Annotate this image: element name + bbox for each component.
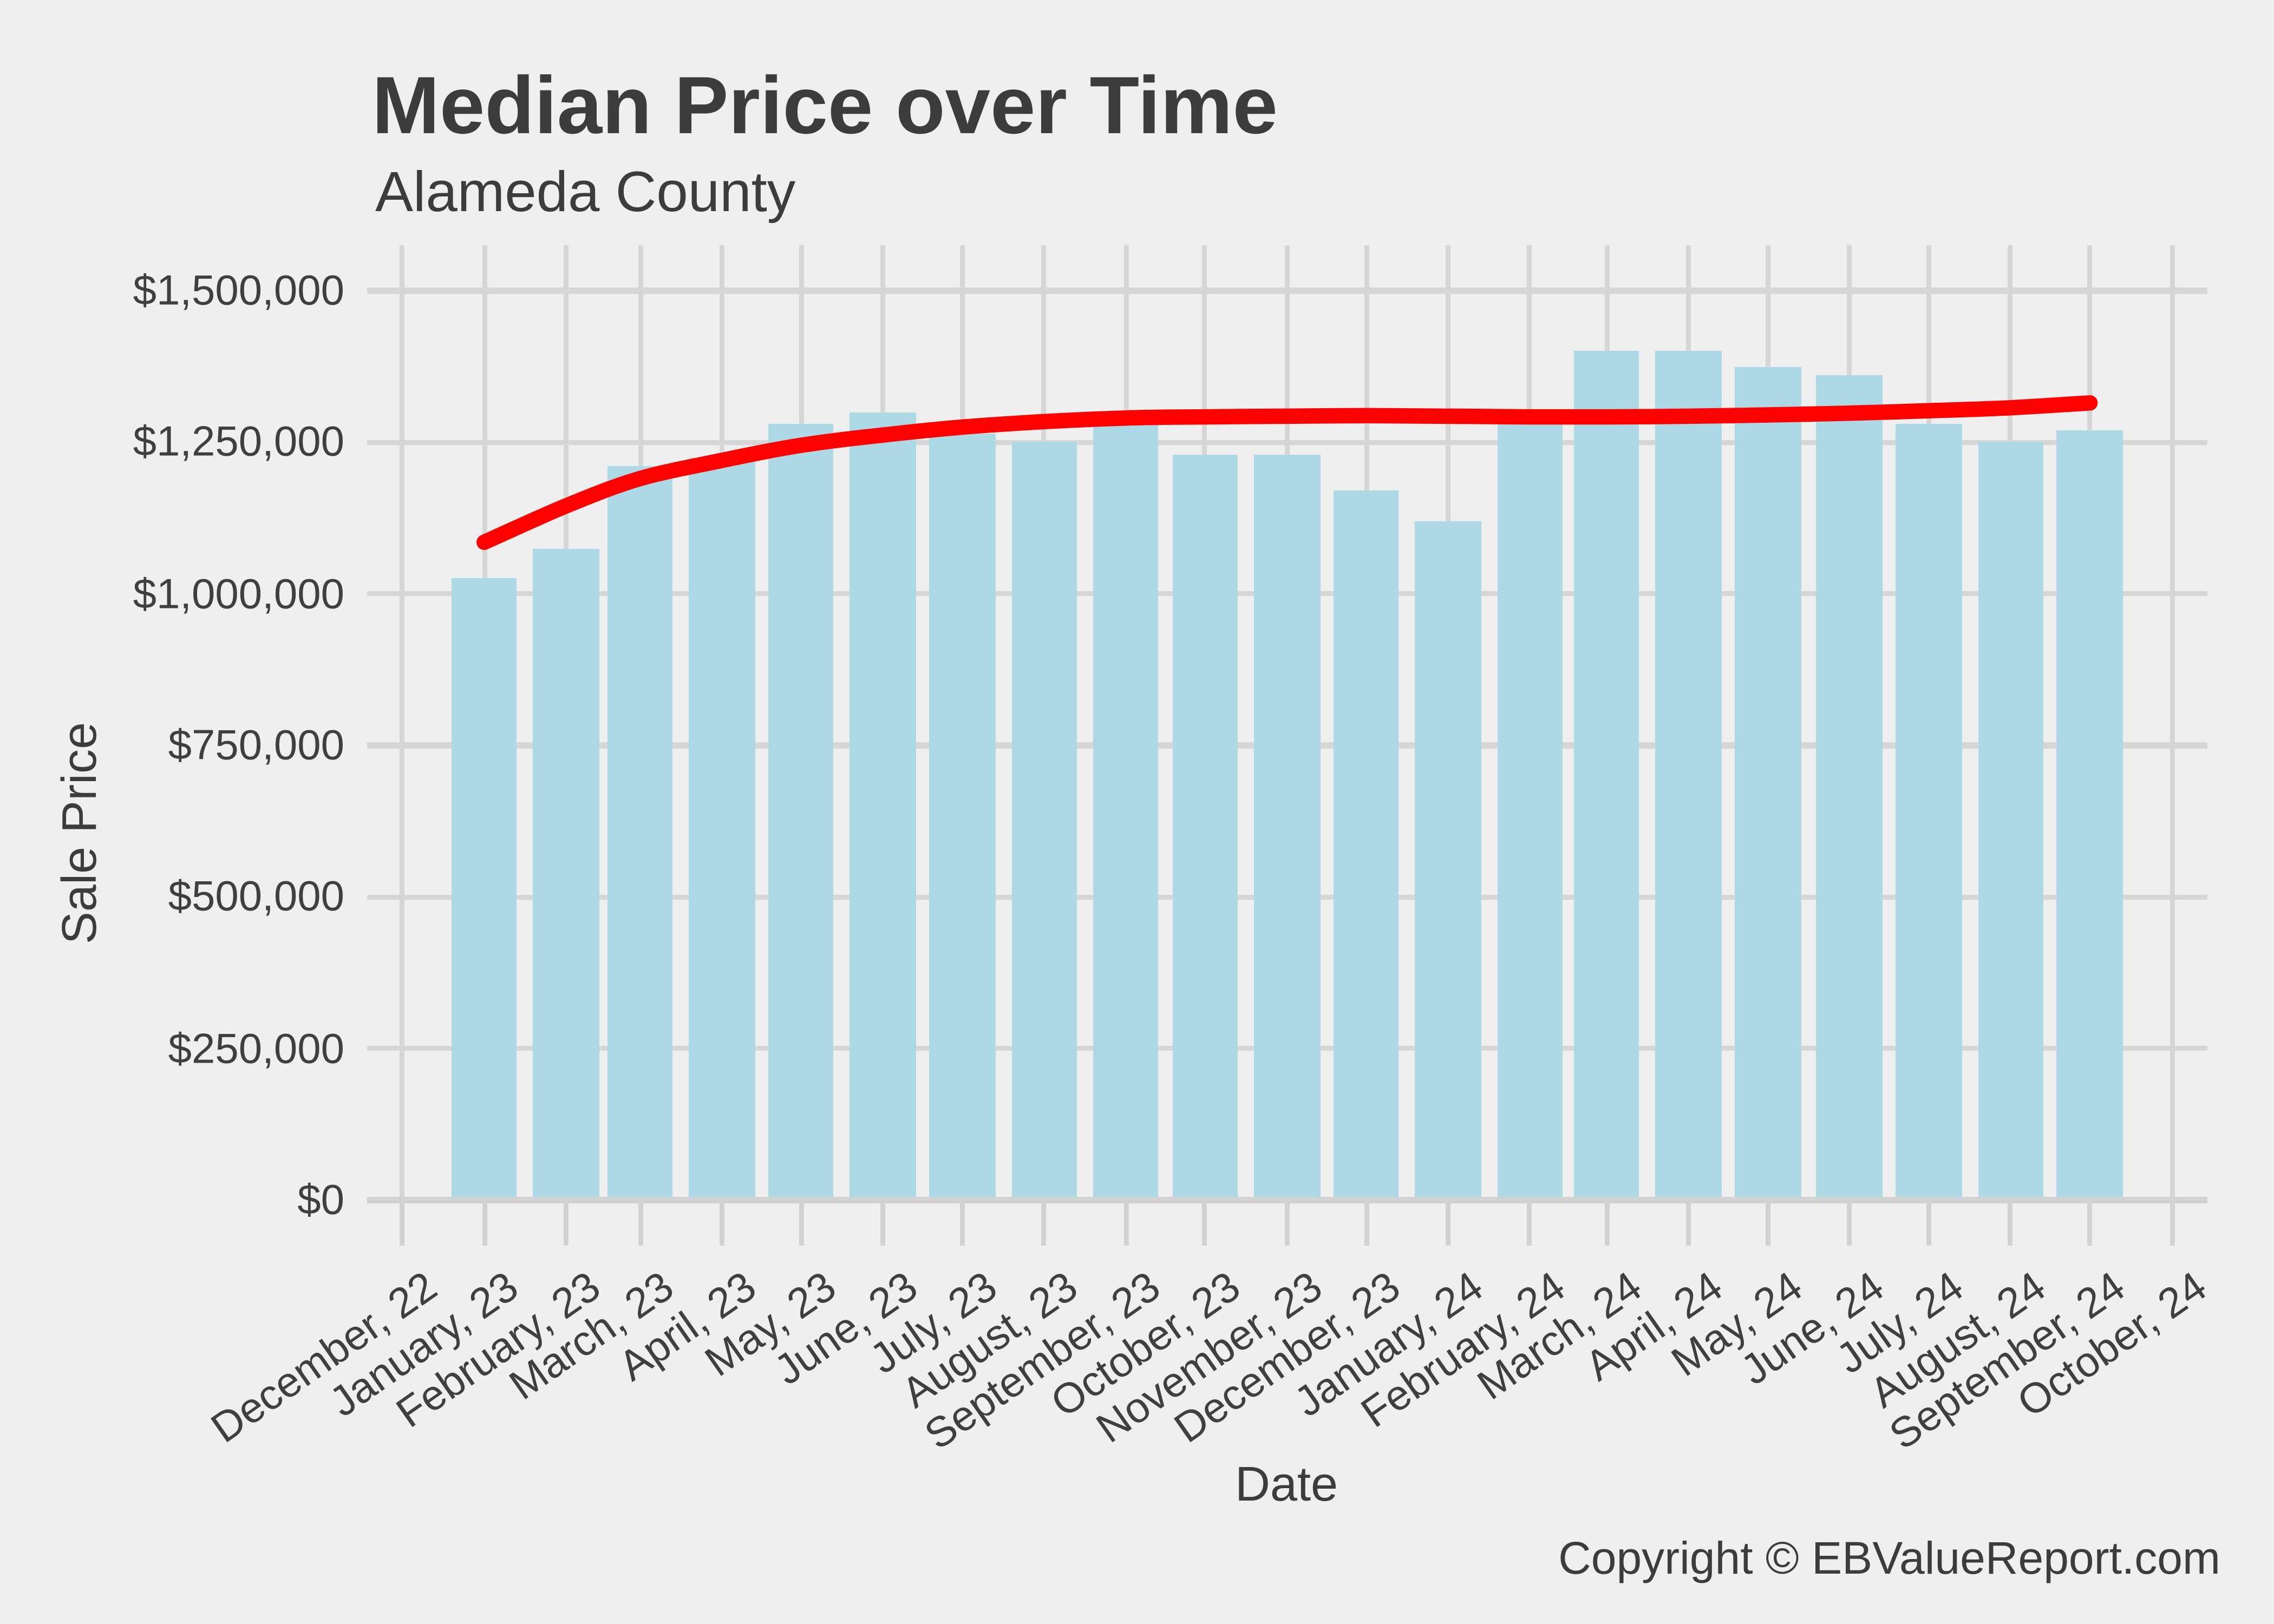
x-tick-mark <box>2169 1203 2174 1246</box>
bar-december-23 <box>1333 490 1400 1200</box>
copyright-text: Copyright © EBValueReport.com <box>1558 1533 2220 1583</box>
x-tick-mark <box>799 1203 804 1246</box>
bar-april-24 <box>1655 351 1722 1200</box>
bar-february-23 <box>533 548 599 1200</box>
x-tick-mark <box>719 1203 724 1246</box>
x-tick-mark <box>1123 1203 1129 1246</box>
trend-line <box>476 395 2098 550</box>
bar-june-24 <box>1816 375 1883 1200</box>
x-tick-mark <box>1527 1203 1533 1246</box>
x-tick-mark <box>564 1203 568 1246</box>
x-tick-mark <box>1284 1203 1290 1246</box>
x-tick-mark <box>400 1203 405 1246</box>
vertical-gridline <box>400 245 405 1200</box>
y-tick-label: $500,000 <box>168 872 344 921</box>
bar-january-23 <box>451 578 518 1200</box>
bar-may-24 <box>1735 366 1801 1200</box>
chart-subtitle: Alameda County <box>375 161 796 224</box>
x-tick-mark <box>1364 1203 1369 1246</box>
horizontal-gridline <box>367 287 2207 294</box>
x-tick-mark <box>481 1203 487 1246</box>
x-tick-mark <box>880 1203 886 1246</box>
x-tick-mark <box>1686 1203 1691 1246</box>
y-tick-label: $0 <box>297 1175 344 1224</box>
x-tick-mark <box>959 1203 965 1246</box>
vertical-gridline <box>2169 245 2174 1200</box>
bar-july-23 <box>929 433 995 1200</box>
x-tick-mark <box>1926 1203 1931 1246</box>
bar-march-24 <box>1573 351 1640 1200</box>
bar-july-24 <box>1896 424 1962 1200</box>
bar-september-24 <box>2057 430 2123 1200</box>
y-tick-label: $1,250,000 <box>133 417 344 466</box>
bar-november-23 <box>1254 454 1320 1200</box>
x-tick-mark <box>637 1203 643 1246</box>
bar-august-24 <box>1977 442 2044 1200</box>
y-tick-label: $250,000 <box>168 1023 344 1072</box>
bar-june-23 <box>850 411 916 1200</box>
bar-january-24 <box>1415 521 1481 1200</box>
y-tick-label: $1,000,000 <box>133 568 344 618</box>
x-tick-mark <box>1765 1203 1770 1246</box>
bar-october-23 <box>1172 454 1238 1200</box>
bar-april-23 <box>689 457 755 1200</box>
bar-may-23 <box>768 424 834 1200</box>
y-tick-label: $750,000 <box>168 720 344 769</box>
x-axis-title: Date <box>1234 1458 1338 1512</box>
x-tick-mark <box>1847 1203 1852 1246</box>
bar-september-23 <box>1093 411 1159 1200</box>
bar-august-23 <box>1011 442 1077 1200</box>
chart-title: Median Price over Time <box>372 60 1278 151</box>
x-tick-mark <box>2087 1203 2093 1246</box>
x-tick-mark <box>2008 1203 2014 1246</box>
x-tick-mark <box>1041 1203 1047 1246</box>
x-axis-line <box>367 1197 2207 1203</box>
bar-february-24 <box>1497 421 1563 1200</box>
horizontal-gridline <box>367 439 2207 446</box>
x-tick-mark <box>1203 1203 1208 1246</box>
bar-march-23 <box>607 466 673 1200</box>
x-tick-mark <box>1446 1203 1451 1246</box>
y-tick-label: $1,500,000 <box>133 265 344 315</box>
x-tick-mark <box>1604 1203 1609 1246</box>
